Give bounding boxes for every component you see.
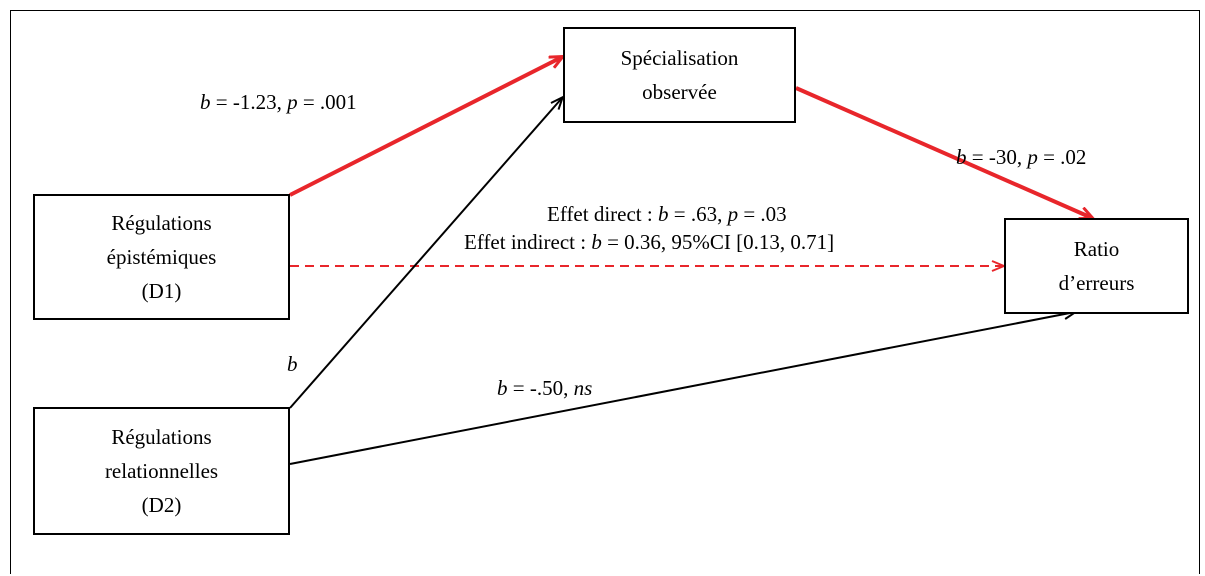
node-line: Régulations <box>111 425 212 449</box>
node-regulations-epistemiques: Régulations épistémiques (D1) <box>33 194 290 320</box>
p-symbol: p <box>1027 145 1038 169</box>
figure-frame <box>10 10 1200 574</box>
p-value: = .02 <box>1037 145 1087 169</box>
label-d2-to-specialisation: b <box>287 352 298 376</box>
node-ratio-erreurs: Ratio d’erreurs <box>1004 218 1189 314</box>
b-symbol: b <box>591 230 602 254</box>
node-line: relationnelles <box>104 459 219 483</box>
b-symbol: b <box>956 145 967 169</box>
direct-prefix: Effet direct : <box>547 202 658 226</box>
arrow-d1-to-specialisation <box>289 57 562 197</box>
node-line: observée <box>642 80 717 104</box>
indirect-prefix: Effet indirect : <box>464 230 592 254</box>
label-d2-to-ratio: b = -.50, ns <box>497 376 592 400</box>
node-line: d’erreurs <box>1058 271 1135 295</box>
arrow-d2-to-ratio <box>289 312 1075 465</box>
arrow-d2-to-specialisation <box>289 98 562 409</box>
label-indirect-effect: Effet indirect : b = 0.36, 95%CI [0.13, … <box>464 230 834 254</box>
b-value: = .63, <box>668 202 728 226</box>
b-symbol: b <box>200 90 211 114</box>
node-specialisation-observee: Spécialisation observée <box>563 27 796 123</box>
b-symbol: b <box>657 202 669 226</box>
p-value: = .001 <box>297 90 357 114</box>
node-line: (D2) <box>141 493 182 517</box>
node-line: épistémiques <box>106 245 217 269</box>
ns-label: ns <box>573 376 593 400</box>
p-value: = .03 <box>738 202 787 226</box>
label-specialisation-to-ratio: b = -30, p = .02 <box>956 145 1086 169</box>
b-value: = -.50, <box>507 376 574 400</box>
b-value: = -1.23, <box>210 90 288 114</box>
b-value: = -30, <box>966 145 1028 169</box>
arrow-specialisation-to-ratio <box>795 86 1092 218</box>
node-regulations-relationnelles: Régulations relationnelles (D2) <box>33 407 290 535</box>
p-symbol: p <box>727 202 739 226</box>
label-d1-to-specialisation: b = -1.23, p = .001 <box>200 90 357 114</box>
p-symbol: p <box>287 90 298 114</box>
node-line: Ratio <box>1073 237 1120 261</box>
node-line: (D1) <box>141 279 182 303</box>
label-direct-effect: Effet direct : b = .63, p = .03 <box>547 202 787 226</box>
indirect-values: = 0.36, 95%CI [0.13, 0.71] <box>601 230 835 254</box>
node-line: Spécialisation <box>620 46 739 70</box>
b-symbol: b <box>497 376 508 400</box>
node-line: Régulations <box>111 211 212 235</box>
b-symbol: b <box>287 352 298 376</box>
